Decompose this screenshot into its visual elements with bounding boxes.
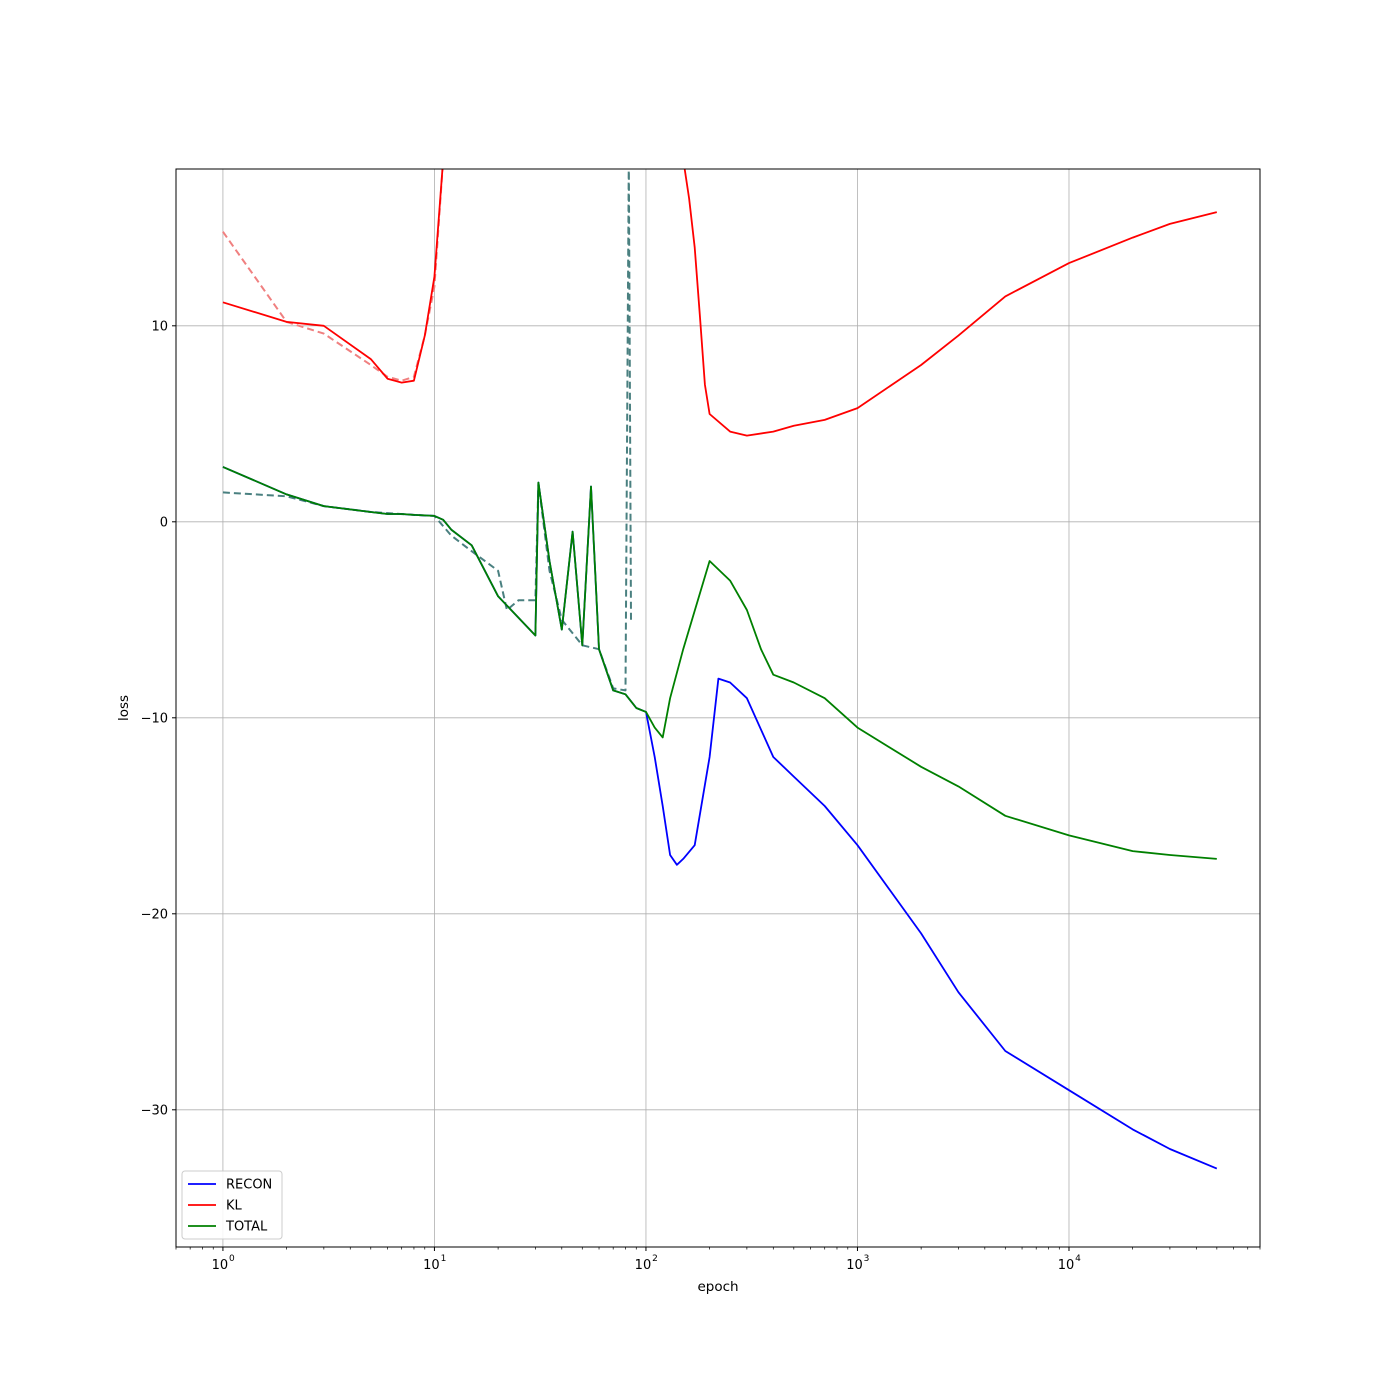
x-tick-exponent: 2 <box>652 1254 658 1264</box>
x-tick-label: 10 <box>423 1258 440 1273</box>
x-tick-exponent: 1 <box>441 1254 447 1264</box>
x-tick-label: 10 <box>635 1258 652 1273</box>
y-tick-label: 0 <box>160 515 168 530</box>
x-tick-label: 10 <box>1058 1258 1075 1273</box>
x-tick-exponent: 3 <box>864 1254 870 1264</box>
plot-frame <box>175 168 1261 1248</box>
x-tick-exponent: 0 <box>229 1254 235 1264</box>
x-tick-label: 10 <box>212 1258 229 1273</box>
legend-label-kl: KL <box>226 1199 243 1214</box>
y-tick-label: 10 <box>151 319 168 334</box>
y-tick-label: −30 <box>141 1103 168 1118</box>
y-axis-label: loss <box>116 695 132 721</box>
x-tick-exponent: 4 <box>1075 1254 1081 1264</box>
legend-label-total: TOTAL <box>225 1220 268 1235</box>
y-axis: 10 0 −10 −20 −30 <box>141 319 176 1118</box>
series-total-line <box>222 466 1217 860</box>
y-tick-label: −10 <box>141 711 168 726</box>
legend: RECON KL TOTAL <box>181 1170 283 1240</box>
legend-box <box>181 1170 283 1240</box>
grid-lines <box>176 169 1260 1247</box>
series-layer <box>222 169 1218 1170</box>
series-kl-line <box>222 169 1218 437</box>
y-tick-label: −20 <box>141 907 168 922</box>
x-axis: 10 0 10 1 10 2 10 3 10 4 <box>175 1247 1261 1273</box>
legend-label-recon: RECON <box>226 1178 272 1193</box>
x-axis-label: epoch <box>697 1279 738 1295</box>
x-tick-label: 10 <box>846 1258 863 1273</box>
